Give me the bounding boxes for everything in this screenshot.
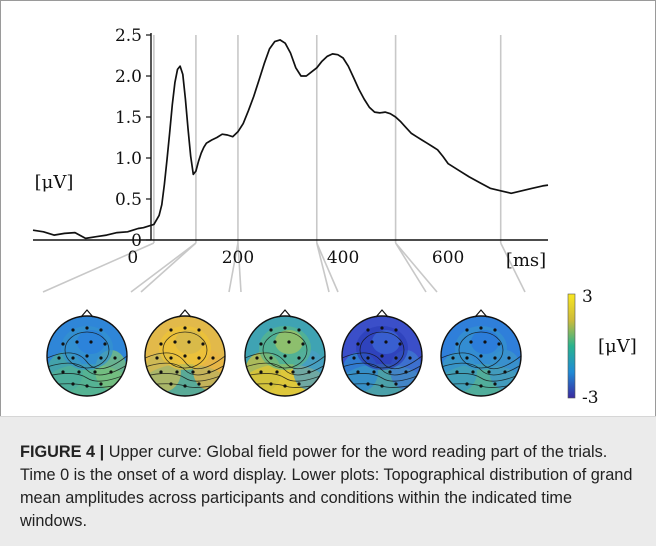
colorbar-gradient (567, 293, 576, 399)
window-connector (499, 242, 526, 293)
caption-text: Upper curve: Global field power for the … (20, 443, 633, 530)
colorbar-min-label: -3 (582, 388, 599, 408)
window-connector (237, 242, 242, 293)
y-axis-label: [μV] (35, 172, 74, 193)
x-axis-label: [ms] (506, 250, 546, 271)
colorbar-max-label: 3 (582, 287, 593, 307)
topomap (244, 309, 326, 397)
y-tick-label: 2.5 (115, 26, 142, 46)
window-connector (316, 242, 339, 293)
x-tick-label: 400 (327, 248, 359, 268)
colorbar-unit: [μV] (598, 336, 637, 357)
colorbar: 3 -3 [μV] (567, 287, 637, 408)
topomap (46, 309, 128, 397)
window-connector (315, 242, 330, 293)
window-connector (130, 242, 197, 293)
window-connector (140, 242, 197, 293)
window-connector (42, 242, 155, 293)
y-tick-label: 1.5 (115, 108, 142, 128)
window-connector (394, 242, 438, 293)
gfp-curve (32, 39, 549, 240)
y-tick-label: 2.0 (115, 67, 142, 87)
window-connector (394, 242, 427, 293)
x-tick-label: 200 (222, 248, 254, 268)
topomap-row (46, 309, 522, 397)
window-connector (228, 242, 239, 293)
time-window-lines (42, 35, 526, 293)
figure-caption: FIGURE 4 | Upper curve: Global field pow… (0, 416, 656, 546)
caption-label: FIGURE 4 | (20, 443, 105, 461)
y-tick-label: 0.5 (115, 190, 142, 210)
x-tick-label: 600 (432, 248, 464, 268)
axes: 0 0.5 1.0 1.5 2.0 2.5 0 200 400 600 [ms] [μV] (33, 26, 548, 271)
topomap (440, 309, 522, 397)
topomap (144, 309, 226, 397)
gfp-figure: 0 0.5 1.0 1.5 2.0 2.5 0 200 400 600 [ms] [μV] 3 -3 … (32, 26, 637, 408)
y-tick-label: 0 (131, 231, 142, 251)
topomap (341, 309, 423, 397)
x-tick-label: 0 (127, 248, 138, 268)
gfp-curve-layer (32, 39, 549, 240)
y-tick-label: 1.0 (115, 149, 142, 169)
